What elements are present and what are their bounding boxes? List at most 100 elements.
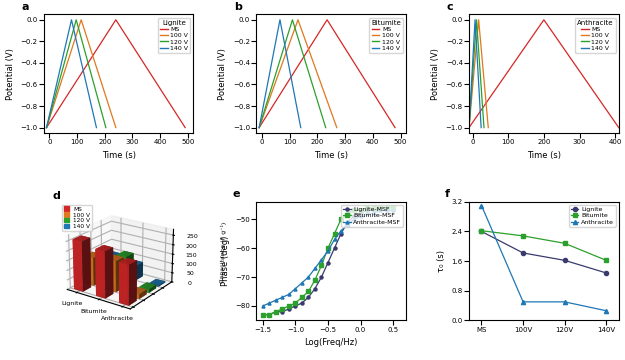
Anthracite-MSF [259, 304, 267, 308]
Legend: MS, 100 V, 120 V, 140 V: MS, 100 V, 120 V, 140 V [369, 18, 403, 53]
Legend: MS, 100 V, 120 V, 140 V: MS, 100 V, 120 V, 140 V [575, 18, 616, 53]
Lignite-MSF [344, 220, 351, 224]
X-axis label: Log(Freq/Hz): Log(Freq/Hz) [304, 338, 358, 347]
Bitumite-MSF [338, 217, 345, 221]
X-axis label: Time (s): Time (s) [102, 151, 136, 160]
Lignite-MSF [298, 301, 306, 305]
Lignite-MSF [259, 312, 267, 317]
Legend: Lignite-MSF, Bitumite-MSF, Anthracite-MSF: Lignite-MSF, Bitumite-MSF, Anthracite-MS… [341, 205, 403, 227]
Bitumite-MSF [344, 211, 351, 216]
X-axis label: Time (s): Time (s) [314, 151, 348, 160]
Lignite-MSF [279, 310, 286, 314]
Anthracite-MSF [331, 237, 338, 242]
Bitumite-MSF [324, 246, 332, 250]
Lignite-MSF [266, 312, 273, 317]
Anthracite-MSF [311, 266, 319, 270]
Anthracite-MSF [370, 211, 378, 216]
Line: Anthracite-MSF: Anthracite-MSF [261, 209, 394, 307]
Anthracite-MSF [344, 223, 351, 227]
Line: Bitumite-MSF: Bitumite-MSF [261, 206, 394, 316]
Lignite-MSF [389, 206, 397, 210]
Lignite-MSF [350, 214, 358, 219]
Lignite-MSF [338, 231, 345, 236]
Text: b: b [234, 2, 242, 12]
Bitumite-MSF [298, 295, 306, 300]
Lignite [602, 271, 610, 275]
Text: e: e [232, 189, 240, 199]
Lignite-MSF [383, 206, 391, 210]
Anthracite [561, 300, 568, 304]
Bitumite-MSF [266, 312, 273, 317]
Lignite [561, 258, 568, 262]
Bitumite-MSF [259, 312, 267, 317]
Anthracite-MSF [279, 295, 286, 300]
Anthracite-MSF [389, 208, 397, 213]
Bitumite-MSF [370, 206, 378, 210]
Bitumite-MSF [363, 206, 371, 210]
Anthracite-MSF [383, 208, 391, 213]
Lignite-MSF [292, 304, 299, 308]
Bitumite-MSF [383, 206, 391, 210]
Bitumite [519, 234, 527, 238]
Anthracite-MSF [338, 229, 345, 233]
Anthracite-MSF [318, 257, 325, 262]
Y-axis label: τ₀ (s): τ₀ (s) [437, 250, 446, 272]
Lignite-MSF [324, 260, 332, 265]
Lignite-MSF [363, 208, 371, 213]
Bitumite-MSF [318, 263, 325, 267]
Y-axis label: Potential (V): Potential (V) [431, 48, 440, 100]
Line: Lignite: Lignite [479, 229, 608, 275]
Y-axis label: Phase (deg): Phase (deg) [221, 236, 230, 286]
Bitumite-MSF [357, 208, 364, 213]
Anthracite-MSF [298, 281, 306, 285]
Anthracite [519, 300, 527, 304]
Line: Anthracite: Anthracite [479, 203, 608, 313]
Legend: MS, 100 V, 120 V, 140 V: MS, 100 V, 120 V, 140 V [62, 205, 92, 231]
Y-axis label: Potential (V): Potential (V) [219, 48, 228, 100]
Lignite-MSF [318, 275, 325, 279]
Lignite-MSF [357, 211, 364, 216]
Line: Lignite-MSF: Lignite-MSF [261, 206, 394, 316]
Bitumite-MSF [350, 208, 358, 213]
Bitumite-MSF [311, 278, 319, 282]
Anthracite [478, 203, 485, 208]
Anthracite-MSF [350, 217, 358, 221]
Anthracite-MSF [324, 249, 332, 253]
Legend: MS, 100 V, 120 V, 140 V: MS, 100 V, 120 V, 140 V [158, 18, 191, 53]
Anthracite-MSF [363, 211, 371, 216]
Bitumite-MSF [285, 304, 292, 308]
Anthracite-MSF [272, 298, 279, 302]
Lignite-MSF [272, 310, 279, 314]
Text: d: d [52, 190, 60, 201]
Anthracite-MSF [305, 275, 312, 279]
Line: Bitumite: Bitumite [479, 229, 608, 262]
Lignite-MSF [376, 206, 384, 210]
Anthracite [602, 309, 610, 313]
Lignite-MSF [331, 246, 338, 250]
Anthracite-MSF [292, 287, 299, 291]
Bitumite-MSF [376, 206, 384, 210]
Y-axis label: Potential (V): Potential (V) [6, 48, 15, 100]
Lignite-MSF [285, 307, 292, 311]
Legend: Lignite, Bitumite, Anthracite: Lignite, Bitumite, Anthracite [569, 205, 616, 227]
Bitumite-MSF [331, 231, 338, 236]
Bitumite-MSF [389, 206, 397, 210]
Text: f: f [445, 189, 450, 199]
Anthracite-MSF [376, 208, 384, 213]
Text: a: a [21, 2, 29, 12]
Lignite-MSF [305, 295, 312, 300]
Bitumite [602, 258, 610, 262]
Bitumite [561, 241, 568, 246]
Bitumite-MSF [272, 310, 279, 314]
Bitumite-MSF [279, 307, 286, 311]
Anthracite-MSF [266, 301, 273, 305]
Text: c: c [446, 2, 453, 12]
Bitumite [478, 229, 485, 233]
X-axis label: Time (s): Time (s) [527, 151, 561, 160]
Lignite [478, 229, 485, 234]
Lignite-MSF [311, 287, 319, 291]
Lignite [519, 251, 527, 255]
Anthracite-MSF [285, 292, 292, 297]
Bitumite-MSF [292, 301, 299, 305]
Lignite-MSF [370, 208, 378, 213]
